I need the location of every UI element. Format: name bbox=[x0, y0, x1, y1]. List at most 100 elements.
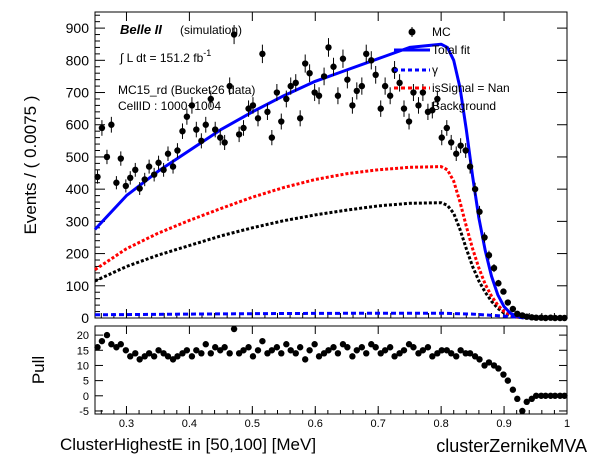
simulation-label: (simulation) bbox=[180, 23, 242, 37]
mc-point bbox=[542, 314, 549, 322]
mc-point bbox=[377, 105, 384, 112]
pull-point bbox=[249, 353, 257, 360]
pull-point bbox=[363, 350, 370, 357]
mc-point bbox=[145, 163, 153, 170]
pull-y-tick-label: -5 bbox=[79, 406, 89, 418]
mc-point bbox=[245, 105, 252, 112]
mc-point bbox=[485, 251, 493, 259]
mc-point bbox=[381, 82, 389, 90]
mc-point bbox=[368, 57, 375, 64]
mc-point bbox=[221, 139, 228, 146]
pull-x-tick-label: 0.4 bbox=[182, 418, 197, 430]
pull-y-tick-label: 0 bbox=[83, 391, 89, 403]
mc-points bbox=[94, 24, 568, 322]
mc-point bbox=[311, 89, 318, 96]
pull-point bbox=[212, 344, 219, 351]
mc-point bbox=[292, 79, 299, 87]
pull-point bbox=[532, 392, 540, 399]
pull-point bbox=[254, 347, 262, 354]
pull-point bbox=[117, 341, 125, 348]
pull-y-axis-label: Pull bbox=[29, 356, 48, 384]
mc-point bbox=[127, 174, 134, 182]
mc-point bbox=[523, 313, 530, 320]
mc-point bbox=[254, 115, 262, 122]
pull-point bbox=[514, 395, 521, 403]
pull-point bbox=[221, 344, 228, 351]
pull-point bbox=[122, 347, 130, 354]
main-y-axis-label: Events / ( 0.0075 ) bbox=[21, 96, 40, 235]
pull-point bbox=[542, 392, 549, 399]
pull-point bbox=[438, 347, 445, 354]
pull-point bbox=[132, 350, 139, 357]
pull-point bbox=[429, 353, 436, 360]
mc-point bbox=[132, 166, 139, 174]
mc-point bbox=[551, 314, 559, 322]
pull-point bbox=[353, 347, 361, 354]
pull-x-tick-label: 0.6 bbox=[308, 418, 323, 430]
pull-y-axis: -5 0 5 10 15 20 bbox=[77, 330, 567, 418]
main-plot-frame bbox=[94, 11, 568, 319]
mc-point bbox=[174, 147, 181, 154]
cellid-label: CellID : 1000~1004 bbox=[118, 99, 221, 113]
pull-x-tick-label: 1 bbox=[564, 418, 570, 430]
mc-point bbox=[94, 173, 101, 181]
mc-point bbox=[561, 314, 568, 322]
pull-point bbox=[315, 353, 323, 360]
pull-point bbox=[202, 341, 209, 348]
pull-x-axis: 0.3 0.4 0.5 0.6 0.7 0.8 0.9 1 bbox=[100, 326, 570, 430]
mc-point bbox=[122, 182, 130, 190]
mc-point bbox=[226, 82, 233, 90]
mc-point bbox=[419, 89, 427, 96]
main-y-tick-label: 500 bbox=[66, 149, 90, 165]
pull-point bbox=[306, 347, 313, 354]
mc-point bbox=[306, 70, 313, 77]
mc-point bbox=[301, 60, 309, 67]
pull-points bbox=[94, 325, 568, 415]
mc-point bbox=[259, 50, 266, 58]
pull-point bbox=[164, 353, 172, 360]
pull-point bbox=[419, 347, 427, 354]
mc-point bbox=[207, 95, 214, 103]
mc-point bbox=[278, 118, 285, 125]
pull-point bbox=[504, 377, 512, 384]
legend-label-total-fit: Total fit bbox=[432, 43, 471, 57]
pull-point bbox=[500, 371, 507, 378]
pull-point bbox=[325, 347, 332, 354]
pull-point bbox=[358, 344, 366, 351]
pull-point bbox=[386, 344, 394, 351]
main-y-tick-label: 300 bbox=[66, 213, 90, 229]
mc-point bbox=[193, 126, 200, 133]
pull-point bbox=[155, 347, 162, 354]
mc-point bbox=[339, 55, 347, 62]
pull-point bbox=[519, 407, 526, 415]
pull-point bbox=[268, 347, 276, 354]
fit-curve- bbox=[94, 311, 568, 320]
mc-point bbox=[325, 44, 332, 51]
mc-point bbox=[462, 147, 469, 154]
pull-point bbox=[400, 347, 408, 354]
mc-point bbox=[164, 150, 172, 157]
mc-point bbox=[476, 208, 483, 215]
mc-point bbox=[108, 121, 115, 128]
pull-point bbox=[561, 392, 568, 399]
mc-point bbox=[235, 131, 243, 138]
mc-point bbox=[217, 134, 224, 141]
mc-point bbox=[532, 314, 540, 321]
pull-point bbox=[283, 341, 290, 348]
pull-point bbox=[98, 337, 106, 345]
pull-point bbox=[174, 353, 181, 360]
pull-point bbox=[344, 344, 351, 351]
main-y-tick-label: 800 bbox=[66, 52, 90, 68]
mc-point bbox=[396, 79, 403, 87]
pull-point bbox=[226, 350, 233, 357]
pull-point bbox=[509, 386, 517, 393]
pull-x-tick-label: 0.9 bbox=[496, 418, 511, 430]
pull-point bbox=[278, 350, 285, 357]
mc-point bbox=[415, 102, 422, 109]
mc-point bbox=[141, 176, 148, 183]
main-y-tick-label: 100 bbox=[66, 278, 90, 294]
mc-point bbox=[353, 87, 361, 95]
pull-point bbox=[349, 353, 356, 360]
main-plot-panel: 0 100 200 300 400 500 600 700 800 900 Belle II (s… bbox=[21, 11, 568, 326]
mc-point bbox=[169, 163, 177, 170]
